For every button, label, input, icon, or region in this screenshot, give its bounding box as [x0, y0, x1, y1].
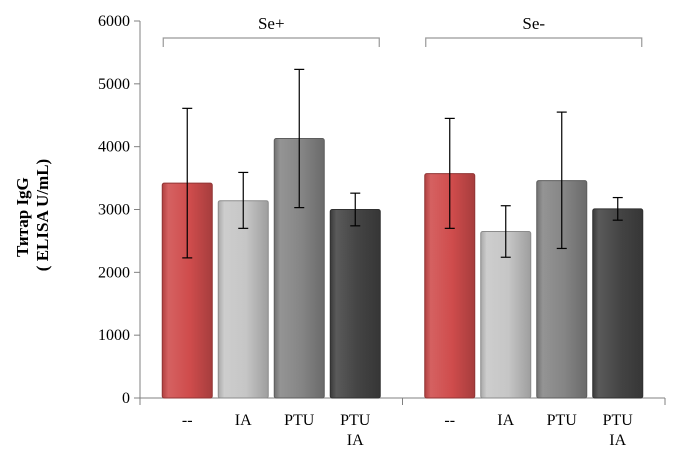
- bars: [161, 137, 644, 399]
- x-tick-label: PTU: [340, 412, 371, 429]
- error-bars: [182, 68, 623, 259]
- x-tick-label: IA: [497, 412, 514, 429]
- group-label: Se+: [258, 14, 285, 33]
- group-bracket: [162, 37, 380, 47]
- x-tick-label: IA: [347, 432, 364, 449]
- bar-Se-plus-ia: [217, 200, 269, 399]
- bar-Se-minus-ptu-ia: [592, 208, 644, 399]
- y-tick-label: 4000: [98, 139, 130, 156]
- x-tick-label: --: [182, 412, 193, 429]
- group-bracket: [425, 37, 643, 47]
- x-tick-label: IA: [609, 432, 626, 449]
- x-tick-label: PTU: [603, 412, 634, 429]
- x-tick-label: --: [444, 412, 455, 429]
- y-axis-label-line-1: Титар IgG: [13, 177, 32, 257]
- group-brackets: Se+ Se-: [162, 14, 643, 47]
- x-tick-label: PTU: [284, 412, 315, 429]
- y-tick-label: 2000: [98, 264, 130, 281]
- y-tick-label: 1000: [98, 327, 130, 344]
- group-label: Se-: [522, 14, 545, 33]
- bar-Se-plus-ptu-ia: [329, 209, 381, 399]
- x-tick-label: PTU: [547, 412, 578, 429]
- y-tick-label: 6000: [98, 13, 130, 30]
- y-tick-label: 5000: [98, 76, 130, 93]
- x-tick-label: IA: [235, 412, 252, 429]
- x-axis: [139, 397, 666, 405]
- y-axis: 0 1000 2000 3000 4000 5000 6000: [98, 13, 141, 407]
- y-axis-label: Титар IgG ( ELISA U/mL): [13, 159, 52, 271]
- y-tick-label: 0: [122, 390, 130, 407]
- y-tick-label: 3000: [98, 202, 130, 219]
- y-axis-label-line-2: ( ELISA U/mL): [33, 159, 52, 271]
- category-labels: -- IA PTU PTU IA -- IA PTU PTU IA: [182, 412, 633, 449]
